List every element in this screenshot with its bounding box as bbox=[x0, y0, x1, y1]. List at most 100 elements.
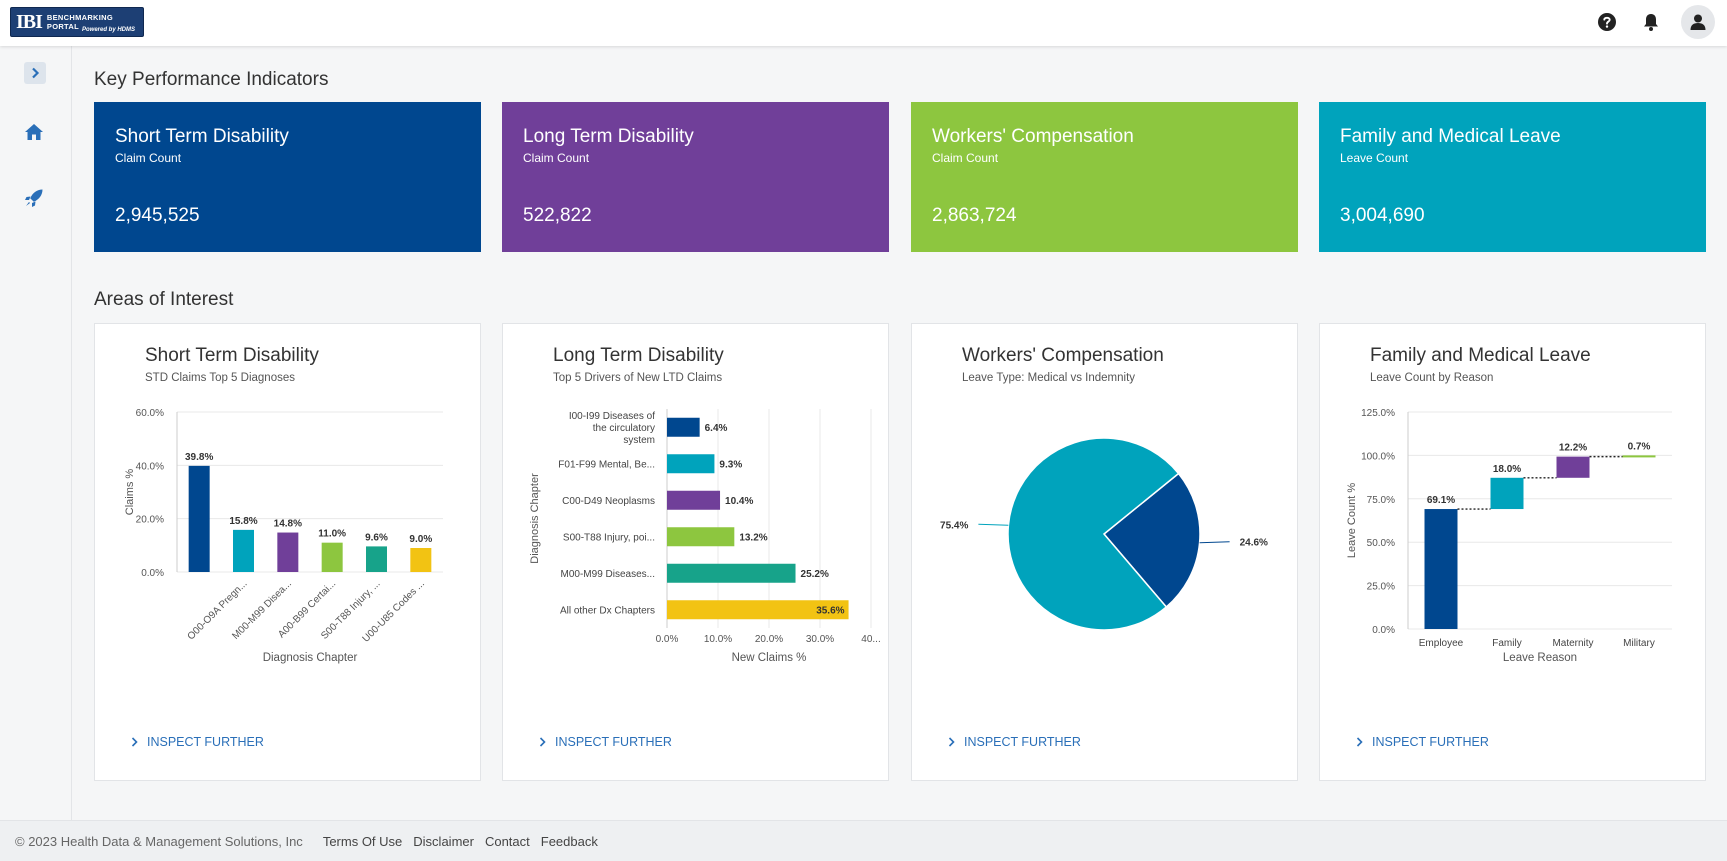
data-label: 9.3% bbox=[719, 459, 742, 470]
bar bbox=[667, 490, 721, 510]
y-tick-label: 100.0% bbox=[1361, 451, 1395, 462]
x-axis-label: Diagnosis Chapter bbox=[263, 652, 358, 664]
data-label: 12.2% bbox=[1559, 443, 1587, 454]
data-label: 25.2% bbox=[801, 569, 829, 580]
y-tick-label: 125.0% bbox=[1361, 408, 1395, 419]
y-tick-label: 0.0% bbox=[141, 568, 164, 579]
inspect-further-link[interactable]: INSPECT FURTHER bbox=[539, 735, 672, 749]
bell-icon[interactable] bbox=[1639, 10, 1663, 34]
footer-link-contact[interactable]: Contact bbox=[484, 833, 530, 849]
chevron-right-icon bbox=[539, 737, 546, 747]
kpi-title: Family and Medical Leave bbox=[1340, 126, 1561, 147]
data-label: 69.1% bbox=[1427, 495, 1455, 506]
bar bbox=[667, 527, 735, 547]
y-tick-label: F01-F99 Mental, Be... bbox=[558, 459, 655, 470]
y-tick-label: I00-I99 Diseases of bbox=[569, 411, 655, 422]
kpi-section-title: Key Performance Indicators bbox=[94, 69, 329, 90]
card-fml: Family and Medical Leave Leave Count by … bbox=[1319, 323, 1706, 781]
copyright: © 2023 Health Data & Management Solution… bbox=[15, 833, 303, 849]
chevron-right-icon bbox=[32, 67, 40, 79]
chevron-right-icon bbox=[131, 737, 138, 747]
sidebar-item-rocket[interactable] bbox=[22, 186, 46, 210]
kpi-value: 2,945,525 bbox=[115, 205, 200, 226]
data-label: 15.8% bbox=[229, 516, 257, 527]
data-label: 9.0% bbox=[409, 534, 432, 545]
card-subtitle: Top 5 Drivers of New LTD Claims bbox=[553, 372, 723, 384]
y-tick-label: M00-M99 Diseases... bbox=[561, 569, 655, 580]
data-label: 75.4% bbox=[940, 520, 968, 531]
ltd-bar-chart: 0.0% 10.0% 20.0% 30.0% 40... 6.4% I00-I99 Dise… bbox=[529, 409, 881, 664]
footer-link-disclaimer[interactable]: Disclaimer bbox=[413, 833, 474, 849]
inspect-further-link[interactable]: INSPECT FURTHER bbox=[1356, 735, 1489, 749]
inspect-further-link[interactable]: INSPECT FURTHER bbox=[131, 735, 264, 749]
card-subtitle: STD Claims Top 5 Diagnoses bbox=[145, 372, 295, 384]
user-avatar[interactable] bbox=[1681, 5, 1715, 39]
bar bbox=[233, 529, 254, 572]
kpi-value: 3,004,690 bbox=[1340, 205, 1425, 226]
footer-link-terms[interactable]: Terms Of Use bbox=[322, 833, 403, 849]
chevron-right-icon bbox=[1356, 737, 1363, 747]
kpi-value: 2,863,724 bbox=[932, 205, 1017, 226]
x-axis-label: New Claims % bbox=[732, 652, 807, 664]
bar bbox=[1622, 455, 1656, 458]
footer-link-feedback[interactable]: Feedback bbox=[540, 833, 598, 849]
std-bar-chart: 0.0% 20.0% 40.0% 60.0% 39.8% 15.8% 14.8% 11.0% 9… bbox=[124, 408, 443, 664]
chevron-right-icon bbox=[948, 737, 955, 747]
bar bbox=[667, 600, 849, 620]
app-logo[interactable]: IBI BENCHMARKING PORTAL Powered by HDMS bbox=[10, 7, 144, 37]
bar bbox=[1490, 477, 1524, 510]
x-tick-label: 20.0% bbox=[755, 634, 783, 645]
logo-text: BENCHMARKING PORTAL bbox=[46, 13, 114, 31]
kpi-card-std[interactable]: Short Term Disability Claim Count 2,945,… bbox=[94, 102, 481, 252]
kpi-subtitle: Claim Count bbox=[523, 151, 590, 165]
kpi-card-ltd[interactable]: Long Term Disability Claim Count 522,822 bbox=[502, 102, 889, 252]
header-actions bbox=[1575, 5, 1715, 39]
x-tick-label: 10.0% bbox=[704, 634, 732, 645]
y-tick-label: 50.0% bbox=[1367, 538, 1395, 549]
data-label: 11.0% bbox=[318, 529, 346, 540]
x-tick-label: 0.0% bbox=[656, 634, 679, 645]
user-icon bbox=[1690, 14, 1706, 30]
inspect-further-link[interactable]: INSPECT FURTHER bbox=[948, 735, 1081, 749]
data-label: 35.6% bbox=[816, 605, 844, 616]
card-title: Long Term Disability bbox=[553, 345, 724, 366]
card-title: Workers' Compensation bbox=[962, 345, 1164, 366]
y-tick-label: 75.0% bbox=[1367, 495, 1395, 506]
bar bbox=[667, 454, 715, 474]
leader-line bbox=[1199, 541, 1230, 544]
bar bbox=[321, 542, 343, 572]
x-tick-label: Employee bbox=[1419, 638, 1464, 649]
kpi-title: Workers' Compensation bbox=[932, 126, 1134, 147]
y-axis-label: Leave Count % bbox=[1346, 483, 1358, 558]
kpi-subtitle: Leave Count bbox=[1340, 151, 1409, 165]
logo-powered: Powered by HDMS bbox=[81, 27, 135, 33]
kpi-subtitle: Claim Count bbox=[932, 151, 999, 165]
y-tick-label: S00-T88 Injury, poi... bbox=[563, 532, 655, 543]
data-label: 6.4% bbox=[705, 423, 728, 434]
home-icon bbox=[25, 124, 43, 140]
card-subtitle: Leave Type: Medical vs Indemnity bbox=[962, 372, 1136, 384]
x-axis-label: Leave Reason bbox=[1503, 652, 1577, 664]
footer: © 2023 Health Data & Management Solution… bbox=[0, 820, 1727, 861]
data-label: 39.8% bbox=[185, 452, 213, 463]
bar bbox=[366, 546, 387, 572]
kpi-card-wc[interactable]: Workers' Compensation Claim Count 2,863,… bbox=[911, 102, 1298, 252]
pie-slice bbox=[1102, 472, 1201, 609]
y-tick-label: 40.0% bbox=[136, 461, 164, 472]
data-label: 0.7% bbox=[1628, 441, 1651, 452]
x-tick-label: 30.0% bbox=[806, 634, 834, 645]
leader-line bbox=[978, 523, 1009, 526]
help-icon[interactable] bbox=[1595, 10, 1619, 34]
y-tick-label: C00-D49 Neoplasms bbox=[562, 496, 655, 507]
kpi-title: Short Term Disability bbox=[115, 126, 289, 147]
sidebar-toggle[interactable] bbox=[24, 62, 46, 84]
data-label: 9.6% bbox=[365, 532, 388, 543]
y-tick-label: system bbox=[623, 435, 655, 446]
kpi-card-fml[interactable]: Family and Medical Leave Leave Count 3,0… bbox=[1319, 102, 1706, 252]
card-subtitle: Leave Count by Reason bbox=[1370, 372, 1494, 384]
data-label: 10.4% bbox=[725, 496, 753, 507]
card-ltd: Long Term Disability Top 5 Drivers of Ne… bbox=[502, 323, 889, 781]
sidebar-item-home[interactable] bbox=[22, 120, 46, 144]
data-label: 13.2% bbox=[739, 532, 767, 543]
wc-pie-chart: 24.6% 75.4% bbox=[940, 437, 1268, 631]
